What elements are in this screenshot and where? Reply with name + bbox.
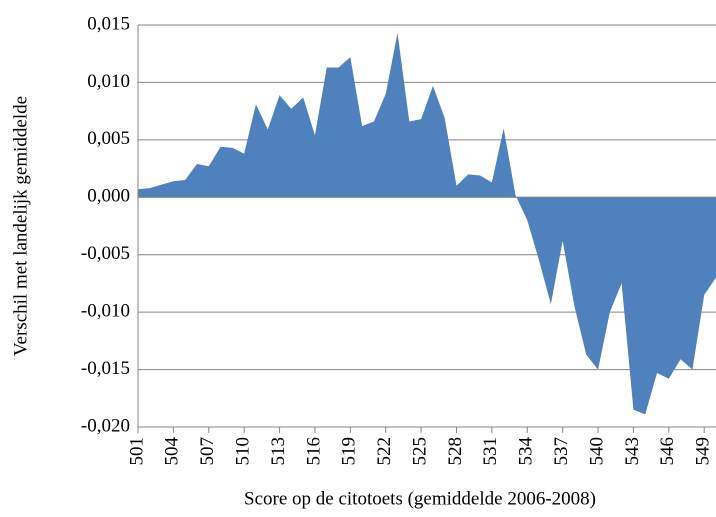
y-tick-label: -0,020 — [81, 415, 130, 436]
x-tick-label: 513 — [268, 437, 289, 466]
x-tick-label: 540 — [586, 437, 607, 466]
area — [138, 33, 716, 415]
x-tick-label: 516 — [303, 437, 324, 466]
y-tick-label: 0,005 — [87, 128, 130, 149]
x-axis-title: Score op de citotoets (gemiddelde 2006-2… — [244, 488, 596, 509]
x-tick-label: 537 — [551, 437, 572, 466]
y-tick-label: -0,010 — [81, 301, 130, 322]
x-tick-label: 531 — [480, 437, 501, 466]
x-tick-label: 519 — [339, 437, 360, 466]
x-tick-label: 507 — [197, 437, 218, 466]
x-tick-label: 525 — [409, 437, 430, 466]
y-tick-label: -0,005 — [81, 243, 130, 264]
y-tick-label: 0,000 — [87, 186, 130, 207]
x-tick-label: 510 — [233, 437, 254, 466]
x-tick-label: 543 — [622, 437, 643, 466]
x-tick-label: 501 — [126, 437, 147, 466]
y-tick-label: 0,015 — [87, 13, 130, 34]
x-tick-label: 504 — [162, 437, 183, 466]
y-axis-title: Verschil met landelijk gemiddelde — [10, 96, 31, 356]
x-tick-label: 522 — [374, 437, 395, 466]
y-tick-label: 0,010 — [87, 71, 130, 92]
y-tick-label: -0,015 — [81, 358, 130, 379]
x-tick-label: 546 — [657, 437, 678, 466]
x-tick-label: 528 — [445, 437, 466, 466]
x-tick-label: 549 — [693, 437, 714, 466]
x-tick-label: 534 — [516, 437, 537, 466]
